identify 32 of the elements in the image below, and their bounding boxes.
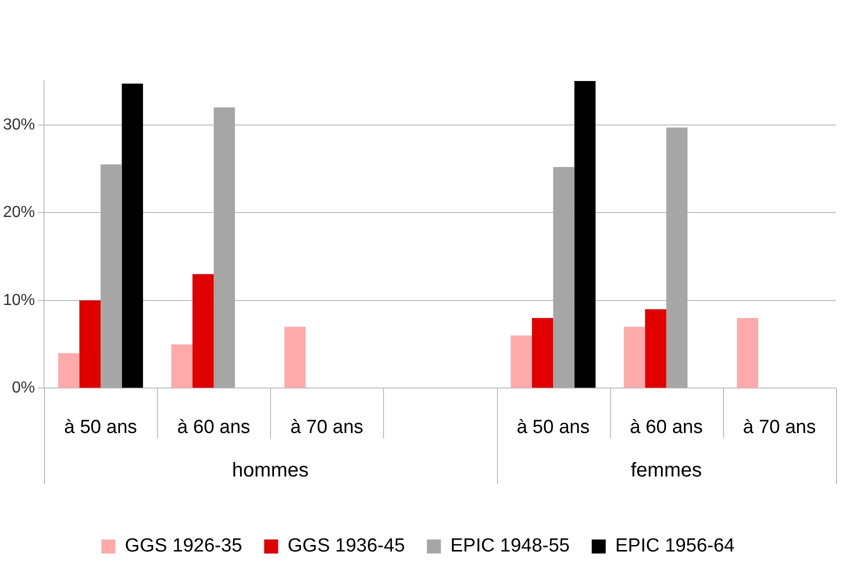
bar xyxy=(737,318,758,388)
x-tick-label: à 70 ans xyxy=(742,416,816,438)
bar xyxy=(284,326,306,388)
bar xyxy=(645,309,666,388)
y-tick-label: 0% xyxy=(12,380,36,397)
bar xyxy=(510,336,532,388)
bar xyxy=(192,274,214,388)
y-tick-label: 30% xyxy=(2,116,36,134)
y-tick-label: 20% xyxy=(2,204,36,222)
bar xyxy=(553,167,574,388)
bar xyxy=(122,84,144,388)
bar xyxy=(79,300,101,388)
text: femmes xyxy=(630,460,702,482)
bar xyxy=(532,318,554,388)
x-tick-label: à 70 ans xyxy=(290,416,364,438)
bar xyxy=(574,81,596,388)
x-tick-label: à 50 ans xyxy=(64,416,138,438)
legend-label: GGS 1936-45 xyxy=(288,536,405,557)
y-tick-label: 10% xyxy=(2,292,36,309)
legend-label: EPIC 1948-55 xyxy=(450,536,570,557)
bar xyxy=(214,107,235,388)
legend-label: EPIC 1956-64 xyxy=(615,536,736,557)
legend-label: GGS 1926-35 xyxy=(124,536,242,557)
x-tick-label: à 50 ans xyxy=(516,416,590,438)
bar xyxy=(100,164,122,388)
text: hommes xyxy=(232,460,309,482)
x-tick-label: à 60 ans xyxy=(630,416,703,438)
bar xyxy=(171,344,193,388)
bar xyxy=(666,128,688,388)
x-tick-label: à 60 ans xyxy=(177,416,250,438)
bar xyxy=(624,326,646,388)
bar xyxy=(58,353,80,388)
